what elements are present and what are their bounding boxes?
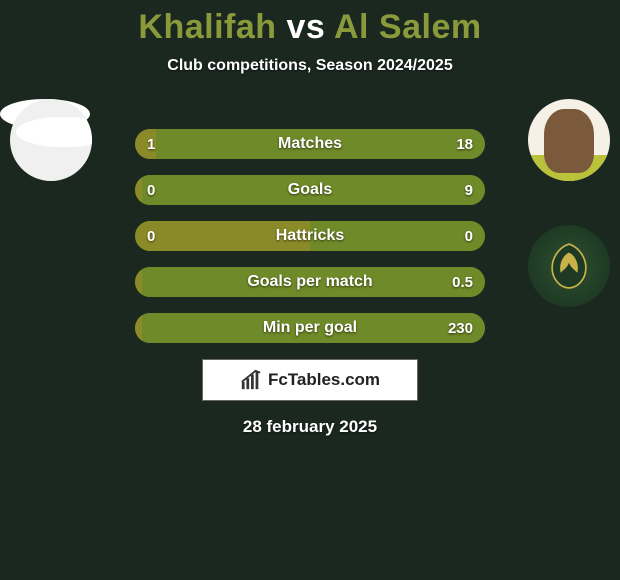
bar-row: 118Matches xyxy=(135,129,485,159)
bar-label: Matches xyxy=(135,129,485,159)
title-player1: Khalifah xyxy=(138,8,276,46)
comparison-bars: 118Matches 09Goals 00Hattricks 0.5Goals per… xyxy=(135,129,485,343)
chart-icon xyxy=(240,369,262,391)
bar-row: 09Goals xyxy=(135,175,485,205)
brand-box[interactable]: FcTables.com xyxy=(202,359,418,401)
stats-area: 118Matches 09Goals 00Hattricks 0.5Goals per… xyxy=(0,99,620,343)
bar-label: Goals per match xyxy=(135,267,485,297)
bar-label: Goals xyxy=(135,175,485,205)
bar-row: 0.5Goals per match xyxy=(135,267,485,297)
subtitle: Club competitions, Season 2024/2025 xyxy=(0,57,620,75)
date: 28 february 2025 xyxy=(0,417,620,437)
eagle-icon xyxy=(542,239,596,293)
bar-label: Hattricks xyxy=(135,221,485,251)
page-title: Khalifah vs Al Salem xyxy=(0,0,620,47)
club-badge xyxy=(528,225,610,307)
bar-row: 230Min per goal xyxy=(135,313,485,343)
bar-row: 00Hattricks xyxy=(135,221,485,251)
avatar-player1 xyxy=(10,99,92,181)
avatar-player2 xyxy=(528,99,610,181)
brand-text: FcTables.com xyxy=(268,370,380,390)
title-player2: Al Salem xyxy=(334,8,482,46)
bar-label: Min per goal xyxy=(135,313,485,343)
title-vs: vs xyxy=(286,8,325,46)
